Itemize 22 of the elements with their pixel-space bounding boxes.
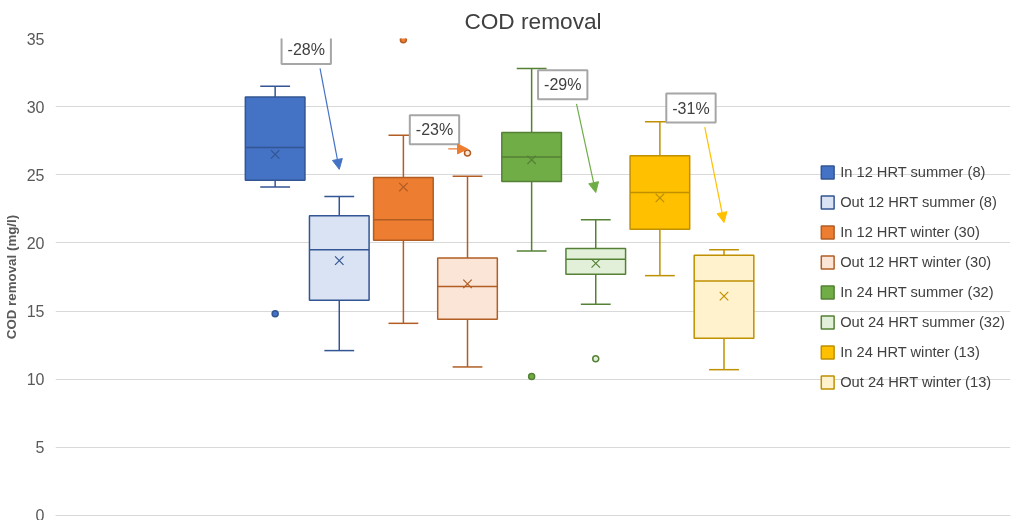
y-tick-label: 0 [35, 506, 45, 524]
legend-label: Out 12 HRT summer (8) [840, 193, 997, 210]
legend-label: In 12 HRT summer (8) [840, 163, 986, 180]
annotation: -28% [287, 40, 325, 58]
chart-title: COD removal [464, 7, 602, 34]
y-tick-label: 25 [26, 166, 45, 184]
legend-label: In 12 HRT winter (30) [840, 223, 980, 240]
y-tick-label: 20 [26, 234, 45, 252]
y-tick-label: 35 [26, 30, 45, 48]
y-tick-label: 10 [26, 371, 45, 389]
annotation: -23% [415, 121, 454, 139]
legend-label: Out 12 HRT winter (30) [840, 253, 992, 270]
annotation: -31% [672, 99, 710, 117]
legend-label: In 24 HRT summer (32) [840, 283, 994, 300]
y-tick-label: 5 [35, 439, 45, 457]
y-tick-label: 30 [26, 98, 45, 116]
y-axis-title: COD removal (mg/l) [3, 214, 19, 340]
annotation: -29% [544, 76, 582, 94]
legend-label: Out 24 HRT summer (32) [840, 313, 1005, 330]
legend-label: Out 24 HRT winter (13) [840, 373, 992, 390]
legend-label: In 24 HRT winter (13) [840, 343, 980, 360]
y-tick-label: 15 [26, 303, 45, 321]
